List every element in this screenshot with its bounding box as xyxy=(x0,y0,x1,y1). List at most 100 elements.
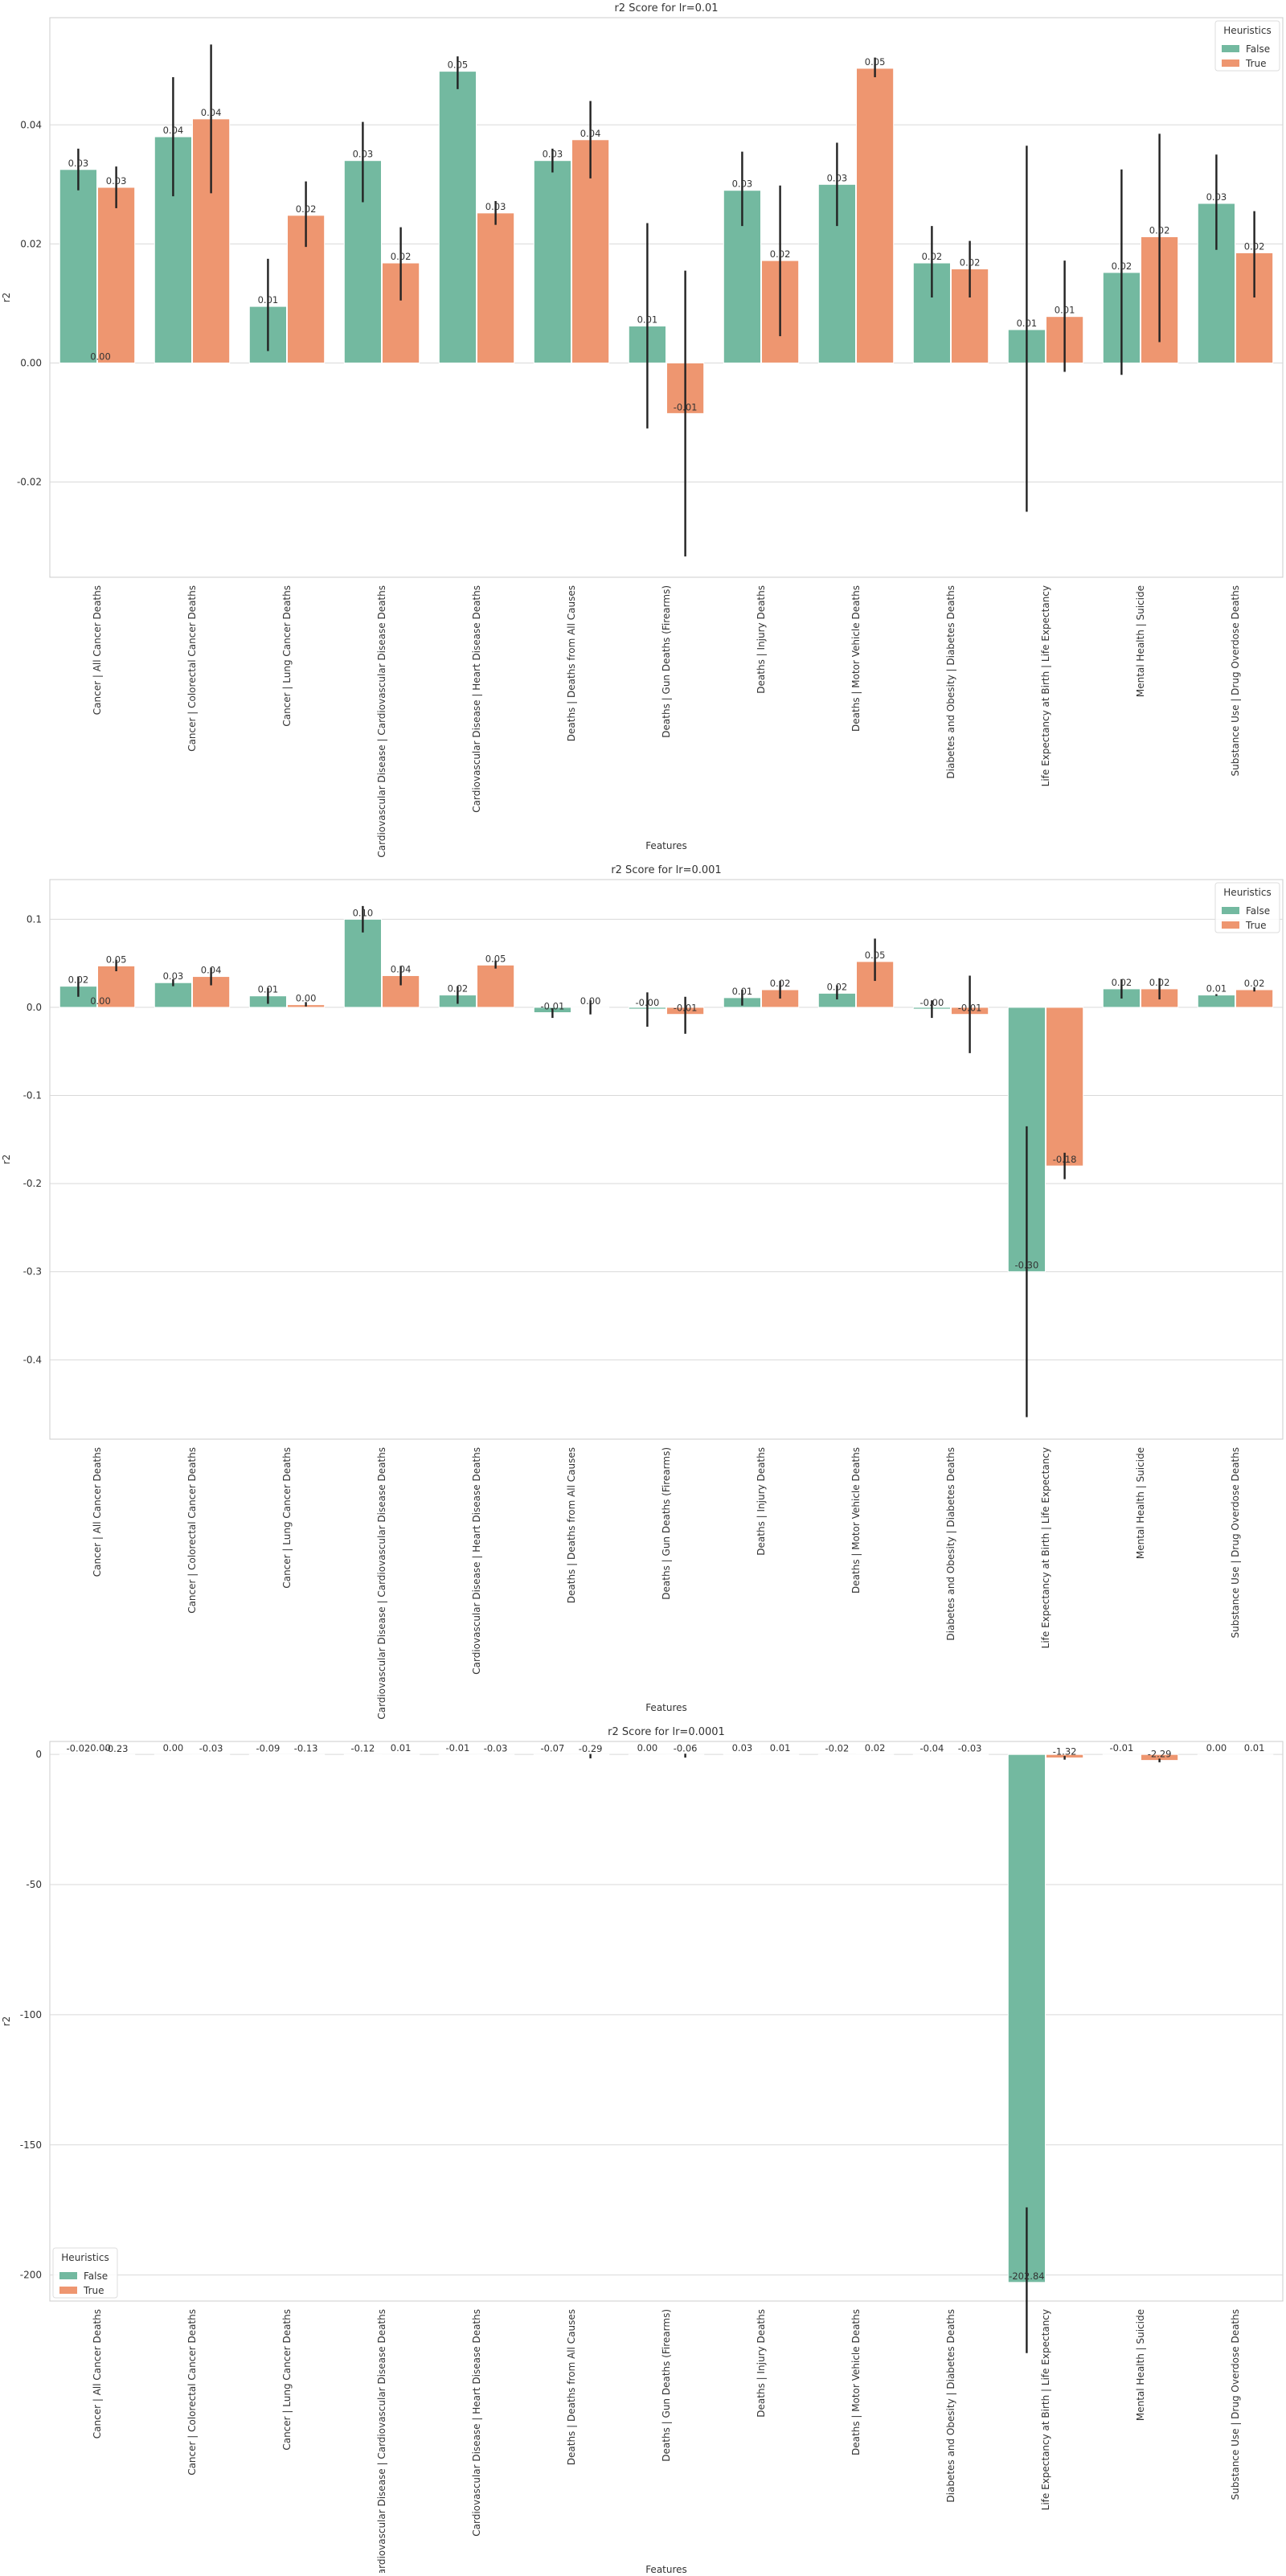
y-tick-label: -0.4 xyxy=(23,1354,42,1365)
x-tick-label: Deaths | Motor Vehicle Deaths xyxy=(850,585,862,732)
bar-true xyxy=(477,965,514,1007)
bar-false xyxy=(154,982,191,1007)
y-tick-label: -200 xyxy=(20,2270,42,2281)
bar-value-label: -0.01 xyxy=(541,1001,565,1012)
x-tick-label: Deaths | Gun Deaths (Firearms) xyxy=(661,1447,672,1600)
bar-value-label: -0.01 xyxy=(958,1003,982,1014)
bar-value-label: 0.03 xyxy=(732,1742,753,1754)
bar-value-label: -0.09 xyxy=(256,1742,281,1754)
bar-value-label: -0.12 xyxy=(351,1743,375,1754)
bar-value-label: 0.00 xyxy=(90,1742,111,1754)
bar-value-label: -0.02 xyxy=(825,1742,850,1754)
x-tick-label: Cardiovascular Disease | Cardiovascular … xyxy=(376,1447,387,1720)
legend-swatch-false xyxy=(1222,907,1239,914)
bar-value-label: 0.04 xyxy=(391,963,412,974)
x-tick-label: Cancer | Lung Cancer Deaths xyxy=(281,1447,293,1589)
bar-value-label: 0.04 xyxy=(163,125,184,136)
x-axis-label: Features xyxy=(645,2564,687,2573)
bar-value-label: -0.00 xyxy=(920,997,944,1008)
bar-value-label: 0.00 xyxy=(296,993,317,1004)
bar-value-label: -0.30 xyxy=(1015,1260,1039,1271)
x-tick-label: Deaths | Motor Vehicle Deaths xyxy=(850,1447,862,1594)
bar-value-label: 0.04 xyxy=(580,128,601,139)
y-tick-label: 0.02 xyxy=(20,238,42,249)
legend-entry: True xyxy=(83,2285,104,2296)
bar-value-label: 0.01 xyxy=(258,294,279,306)
bar-true xyxy=(98,187,135,363)
bar-true xyxy=(477,213,514,363)
bar-value-label: 0.03 xyxy=(163,970,184,982)
bar-value-label: 0.01 xyxy=(1017,318,1038,329)
bar-value-label: 0.03 xyxy=(485,201,506,212)
x-tick-label: Deaths | Motor Vehicle Deaths xyxy=(850,2309,862,2455)
bar-value-label: 0.02 xyxy=(922,251,943,262)
x-tick-label: Deaths | Deaths from All Causes xyxy=(566,2309,577,2465)
bar-false xyxy=(534,161,571,363)
bar-value-label: 0.02 xyxy=(296,203,317,215)
x-tick-label: Mental Health | Suicide xyxy=(1135,585,1146,697)
bar-value-label: -0.03 xyxy=(958,1742,982,1754)
bar-value-label: -0.13 xyxy=(294,1743,318,1754)
bar-value-label: 0.10 xyxy=(353,907,374,918)
bar-value-label: 0.01 xyxy=(732,986,753,997)
bar-value-label: 0.02 xyxy=(770,248,791,260)
bar-value-label: -0.01 xyxy=(674,1003,698,1014)
y-tick-label: 0.00 xyxy=(20,357,42,368)
bar-true xyxy=(1236,990,1273,1007)
x-tick-label: Diabetes and Obesity | Diabetes Deaths xyxy=(945,585,956,779)
x-tick-label: Cancer | Lung Cancer Deaths xyxy=(281,2309,293,2451)
legend-swatch-false xyxy=(1222,45,1239,52)
bar-value-label: 0.00 xyxy=(637,1742,658,1754)
bar-value-label: 0.02 xyxy=(1244,240,1265,252)
x-tick-label: Diabetes and Obesity | Diabetes Deaths xyxy=(945,2309,956,2503)
legend-entry: True xyxy=(1245,58,1267,69)
bar-value-label: 0.02 xyxy=(1149,224,1170,236)
bar-value-label: 0.05 xyxy=(106,954,127,965)
bar-value-label: -2.29 xyxy=(1148,1749,1172,1760)
bar-value-label: 0.01 xyxy=(258,984,279,995)
x-tick-label: Cardiovascular Disease | Heart Disease D… xyxy=(471,2309,482,2537)
chart-title: r2 Score for lr=0.001 xyxy=(611,864,721,876)
x-tick-label: Life Expectancy at Birth | Life Expectan… xyxy=(1040,585,1051,786)
bar-value-label: 0.00 xyxy=(90,351,111,362)
plot-frame xyxy=(50,880,1283,1439)
bar-value-label: 0.00 xyxy=(163,1742,184,1754)
bar-value-label: 0.02 xyxy=(68,974,89,986)
x-tick-label: Life Expectancy at Birth | Life Expectan… xyxy=(1040,2309,1051,2510)
bar-value-label: 0.02 xyxy=(770,978,791,989)
legend-swatch-true xyxy=(1222,921,1239,929)
bar-value-label: 0.02 xyxy=(827,981,848,992)
bar-value-label: -0.00 xyxy=(636,997,660,1008)
bar-value-label: 0.02 xyxy=(1112,977,1132,988)
bar-value-label: -0.01 xyxy=(446,1742,470,1754)
x-tick-label: Deaths | Gun Deaths (Firearms) xyxy=(661,585,672,738)
legend-swatch-true xyxy=(59,2287,77,2294)
y-tick-label: 0.04 xyxy=(20,119,42,130)
bar-value-label: -202.84 xyxy=(1009,2270,1044,2282)
plot-frame xyxy=(50,18,1283,577)
y-axis-label: r2 xyxy=(1,293,12,303)
bar-value-label: 0.05 xyxy=(865,56,886,68)
bar-true xyxy=(857,68,894,363)
bar-value-label: 0.02 xyxy=(1112,260,1132,272)
bar-false xyxy=(59,170,96,363)
x-axis-label: Features xyxy=(645,840,687,851)
y-tick-label: -0.3 xyxy=(23,1266,42,1278)
bar-value-label: 0.03 xyxy=(1206,191,1227,203)
x-tick-label: Cardiovascular Disease | Cardiovascular … xyxy=(376,2309,387,2573)
x-tick-label: Deaths | Deaths from All Causes xyxy=(566,1447,577,1603)
bar-false xyxy=(1008,1754,1045,2283)
y-tick-label: -0.2 xyxy=(23,1178,42,1189)
chart-title: r2 Score for lr=0.01 xyxy=(614,2,718,14)
legend-title: Heuristics xyxy=(1223,887,1271,898)
bar-value-label: 0.01 xyxy=(1244,1742,1265,1754)
legend-entry: False xyxy=(1246,905,1270,917)
bar-true xyxy=(1046,1007,1083,1166)
bar-value-label: 0.05 xyxy=(485,953,506,964)
y-tick-label: -100 xyxy=(20,2009,42,2020)
bar-value-label: -0.01 xyxy=(674,401,698,412)
bar-value-label: 0.03 xyxy=(353,149,374,160)
